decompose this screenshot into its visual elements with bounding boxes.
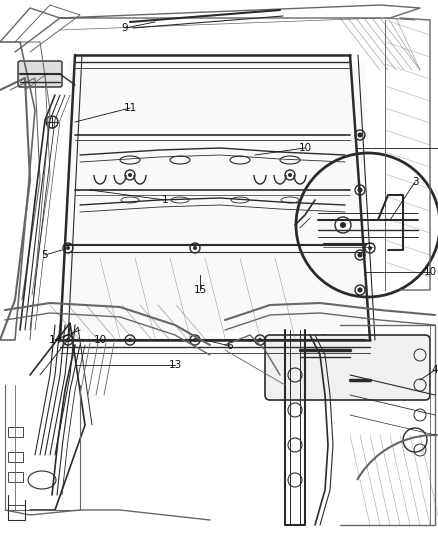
FancyBboxPatch shape: [18, 61, 62, 87]
Text: 10: 10: [424, 267, 437, 277]
Circle shape: [368, 338, 372, 342]
Circle shape: [358, 133, 362, 137]
Text: 14: 14: [48, 335, 62, 345]
Text: 15: 15: [193, 285, 207, 295]
Circle shape: [66, 246, 70, 250]
FancyBboxPatch shape: [265, 335, 430, 400]
Circle shape: [193, 338, 197, 342]
Circle shape: [340, 222, 346, 228]
Circle shape: [66, 338, 70, 342]
Text: 1: 1: [162, 195, 168, 205]
Circle shape: [288, 173, 292, 177]
Circle shape: [128, 338, 132, 342]
Text: 3: 3: [412, 177, 418, 187]
Circle shape: [358, 253, 362, 257]
Text: 5: 5: [42, 250, 48, 260]
Circle shape: [258, 338, 262, 342]
Circle shape: [128, 173, 132, 177]
Text: 4: 4: [432, 365, 438, 375]
Text: 11: 11: [124, 103, 137, 113]
Circle shape: [368, 246, 372, 250]
Circle shape: [323, 338, 327, 342]
Text: 13: 13: [168, 360, 182, 370]
Circle shape: [358, 188, 362, 192]
Text: 6: 6: [227, 341, 233, 351]
Text: 10: 10: [93, 335, 106, 345]
Circle shape: [193, 246, 197, 250]
Circle shape: [358, 288, 362, 292]
Text: 9: 9: [122, 23, 128, 33]
Text: 10: 10: [298, 143, 311, 153]
FancyBboxPatch shape: [68, 62, 365, 332]
